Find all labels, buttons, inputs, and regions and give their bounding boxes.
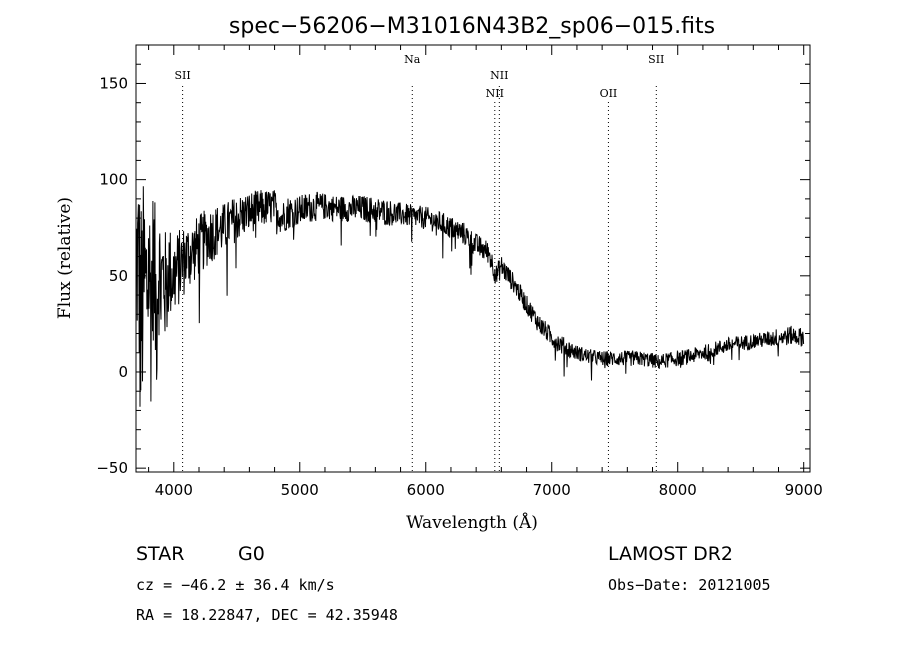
object-subclass: G0 [238, 543, 265, 565]
spectrum-line [135, 186, 805, 407]
x-tick-label: 4000 [155, 481, 193, 499]
ra-dec: RA = 18.22847, DEC = 42.35948 [136, 606, 398, 624]
observation-date: Obs−Date: 20121005 [608, 576, 771, 594]
line-marker-label: OII [600, 87, 618, 100]
line-marker-label: NII [486, 87, 504, 100]
x-axis-label: Wavelength (Å) [406, 512, 538, 533]
y-tick-label: 0 [118, 363, 128, 381]
x-tick-label: 5000 [281, 481, 319, 499]
x-tick-label: 9000 [785, 481, 823, 499]
line-marker-label: Na [404, 53, 421, 66]
line-marker-label: NII [490, 69, 508, 82]
x-tick-label: 7000 [533, 481, 571, 499]
chart-title: spec−56206−M31016N43B2_sp06−015.fits [229, 14, 715, 39]
object-class: STAR [136, 543, 184, 565]
x-tick-label: 6000 [407, 481, 445, 499]
y-tick-label: 100 [99, 171, 128, 189]
y-tick-label: 150 [99, 74, 128, 92]
y-tick-label: −50 [96, 459, 128, 477]
y-axis-label: Flux (relative) [55, 197, 75, 319]
axis-tick-labels: 4000 5000 6000 7000 8000 9000 −50 0 50 100 150 [96, 74, 822, 499]
redshift-cz: cz = −46.2 ± 36.4 km/s [136, 576, 335, 594]
x-tick-label: 8000 [659, 481, 697, 499]
plot-frame [135, 44, 811, 473]
axis-ticks [136, 45, 810, 472]
survey-name: LAMOST DR2 [608, 543, 733, 565]
line-marker-label: SII [648, 53, 664, 66]
y-tick-label: 50 [109, 267, 128, 285]
line-marker-label: SII [174, 69, 190, 82]
spectral-line-markers: SII Na NII NII OII SII [174, 53, 664, 472]
